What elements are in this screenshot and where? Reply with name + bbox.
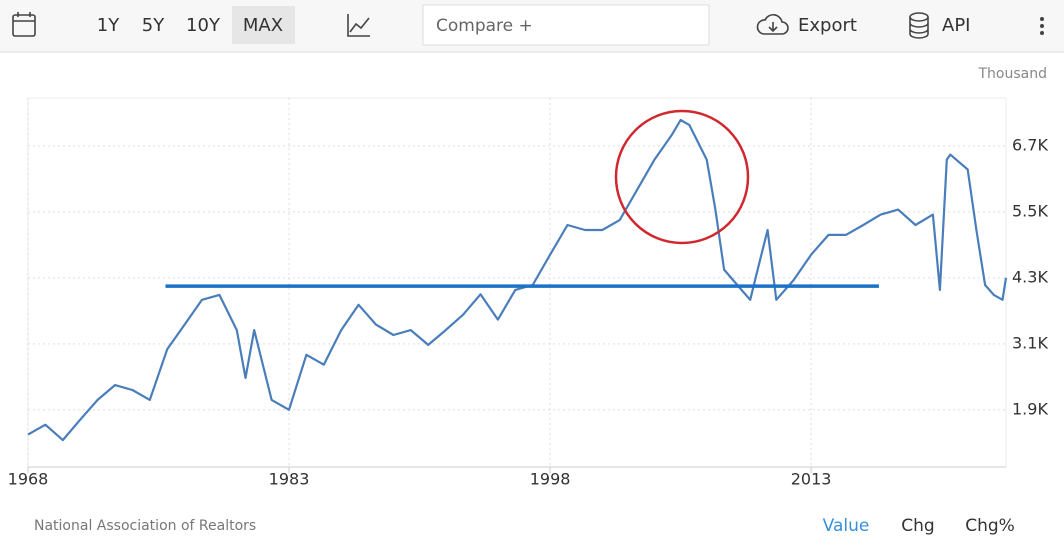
y-tick-label: 6.7K [1012,135,1048,154]
y-tick-label: 4.3K [1012,267,1048,286]
api-button[interactable]: API [942,15,970,36]
y-tick-label: 5.5K [1012,201,1048,220]
api-icon[interactable] [909,12,929,39]
chart-type-icon[interactable] [347,14,370,37]
active-range [232,6,295,44]
x-tick-label: 1968 [8,470,49,489]
range-button[interactable]: 1Y [97,15,120,36]
more-menu[interactable] [1040,17,1044,35]
export-button[interactable]: Export [798,15,857,36]
x-tick-label: 1983 [269,470,310,489]
range-button[interactable]: 10Y [186,15,221,36]
export-icon[interactable] [756,14,789,35]
range-button[interactable]: MAX [243,15,283,36]
x-tick-label: 2013 [791,470,832,489]
highlight-circle [614,109,750,245]
data-line [27,118,1008,442]
unit-label: Thousand [978,66,1048,82]
view-tab[interactable]: Chg [901,516,934,536]
y-tick-label: 1.9K [1012,399,1048,418]
view-tab[interactable]: Chg% [965,516,1015,536]
x-tick-label: 1998 [530,470,571,489]
source-label: National Association of Realtors [34,518,256,534]
compare-placeholder: Compare + [436,16,533,36]
calendar-icon[interactable] [12,12,36,37]
view-tab[interactable]: Value [823,516,870,536]
range-button[interactable]: 5Y [142,15,165,36]
plot-area: 1.9K 3.1K 4.3K 5.5K 6.7K 1968 1983 1998 2013 [8,97,1048,489]
y-tick-label: 3.1K [1012,333,1048,352]
compare-input[interactable] [422,4,710,46]
